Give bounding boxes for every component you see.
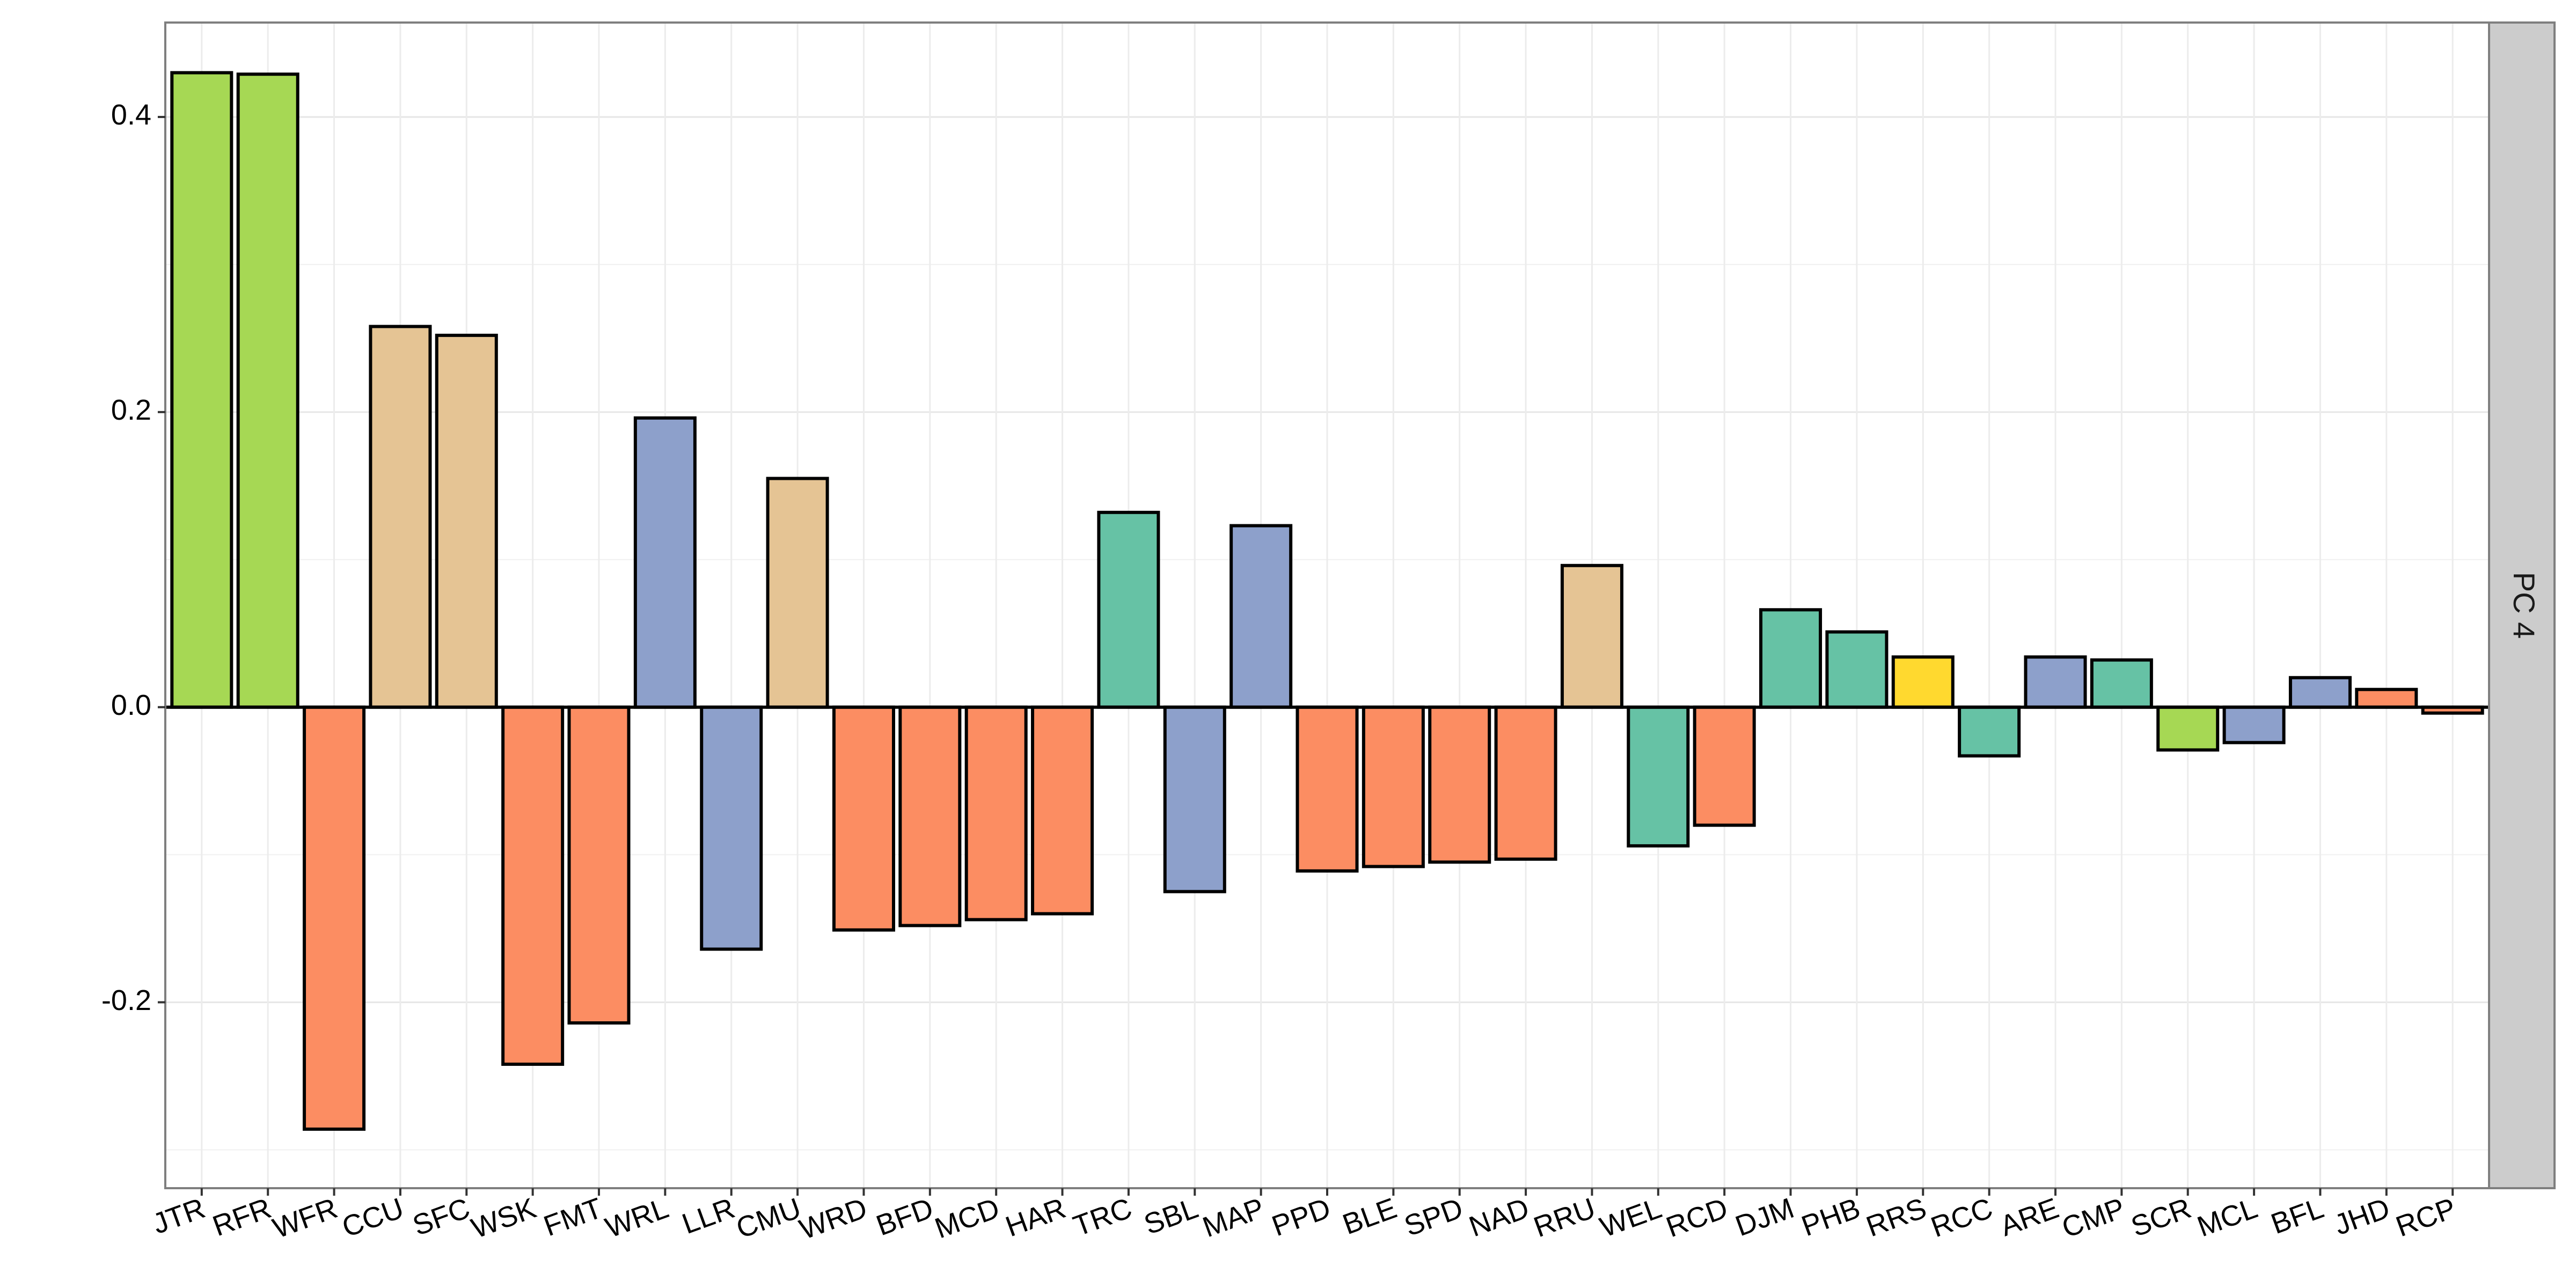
bar-rcd (1693, 705, 1756, 827)
x-tick-label-sbl: SBL (1140, 1192, 1202, 1241)
bar-bfd (898, 705, 962, 927)
bar-djm (1759, 608, 1823, 709)
bar-rrs (1891, 655, 1955, 709)
bar-ccu (369, 325, 432, 709)
bar-cmu (766, 477, 829, 709)
x-tick-label-trc: TRC (1069, 1192, 1136, 1242)
bar-spd (1428, 705, 1491, 864)
bar-sfc (435, 333, 498, 709)
x-tick-label-fmt: FMT (539, 1192, 606, 1242)
x-tick-label-jhd: JHD (2330, 1192, 2394, 1241)
x-tick-label-har: HAR (1001, 1192, 1070, 1243)
bar-ble (1362, 705, 1425, 868)
y-axis: -0.2 0.0 0.2 0.4 (101, 99, 165, 1016)
x-tick-label-mcd: MCD (931, 1192, 1004, 1245)
bar-bfl (2288, 676, 2352, 709)
x-tick-label-rcp: RCP (2392, 1192, 2461, 1243)
bar-wsk (501, 705, 565, 1066)
x-tick-label-ccu: CCU (338, 1192, 408, 1243)
facet-strip-label: PC 4 (2507, 572, 2541, 639)
x-tick-label-rcd: RCD (1662, 1192, 1732, 1243)
x-tick-label-ppd: PPD (1268, 1192, 1335, 1242)
x-tick-label-bfl: BFL (2267, 1192, 2328, 1240)
x-tick-label-wsk: WSK (467, 1192, 540, 1245)
bar-sbl (1163, 705, 1226, 894)
bar-rfr (236, 72, 299, 709)
x-tick-label-wel: WEL (1596, 1192, 1665, 1243)
x-tick-label-phb: PHB (1797, 1192, 1864, 1242)
facet-strip: PC 4 (2488, 21, 2556, 1189)
x-tick-label-wrl: WRL (601, 1192, 672, 1244)
x-tick-label-djm: DJM (1731, 1192, 1798, 1242)
y-tick-label: 0.0 (111, 689, 151, 721)
bar-wfr (303, 705, 366, 1131)
bar-jhd (2355, 687, 2418, 709)
bar-cmp (2090, 658, 2153, 709)
facet-strip-background (2488, 21, 2556, 1189)
bar-rcc (1958, 705, 2021, 758)
bar-ppd (1296, 705, 1359, 873)
x-tick-label-rru: RRU (1529, 1192, 1599, 1243)
x-tick-label-jtr: JTR (148, 1192, 209, 1240)
bar-map (1230, 524, 1293, 709)
bar-har (1031, 705, 1094, 916)
y-tick-label: -0.2 (101, 984, 151, 1016)
bar-jtr (170, 71, 233, 709)
bar-are (2024, 655, 2087, 709)
x-tick-label-bfd: BFD (872, 1192, 938, 1242)
bars (170, 71, 2484, 1131)
bar-wrd (832, 705, 895, 932)
x-tick-label-llr: LLR (678, 1192, 739, 1240)
x-tick-label-wfr: WFR (269, 1192, 342, 1245)
x-tick-label-wrd: WRD (795, 1192, 872, 1246)
bar-phb (1825, 630, 1889, 709)
x-tick-label-scr: SCR (2127, 1192, 2196, 1243)
bar-trc (1097, 510, 1160, 709)
x-tick-label-map: MAP (1198, 1192, 1268, 1243)
x-tick-label-rfr: RFR (209, 1192, 276, 1242)
bar-wel (1627, 705, 1690, 848)
bar-fmt (567, 705, 631, 1025)
x-tick-label-cmp: CMP (2058, 1192, 2129, 1244)
x-tick-label-rcc: RCC (1927, 1192, 1996, 1243)
bar-wrl (633, 416, 697, 709)
bar-scr (2156, 705, 2220, 752)
x-tick-label-ble: BLE (1338, 1192, 1401, 1241)
x-tick-label-sfc: SFC (408, 1192, 474, 1242)
x-tick-label-mcl: MCL (2193, 1192, 2262, 1243)
x-tick-label-nad: NAD (1465, 1192, 1534, 1243)
x-tick-label-cmu: CMU (732, 1192, 805, 1245)
x-tick-label-spd: SPD (1400, 1192, 1467, 1242)
bar-llr (700, 705, 763, 951)
bar-mcl (2222, 705, 2286, 744)
bar-nad (1494, 705, 1557, 861)
x-tick-label-rrs: RRS (1862, 1192, 1931, 1243)
bar-rru (1560, 564, 1623, 709)
bar-mcd (964, 705, 1028, 921)
y-tick-label: 0.4 (111, 99, 151, 131)
x-tick-label-are: ARE (1996, 1192, 2063, 1242)
y-tick-label: 0.2 (111, 394, 151, 426)
